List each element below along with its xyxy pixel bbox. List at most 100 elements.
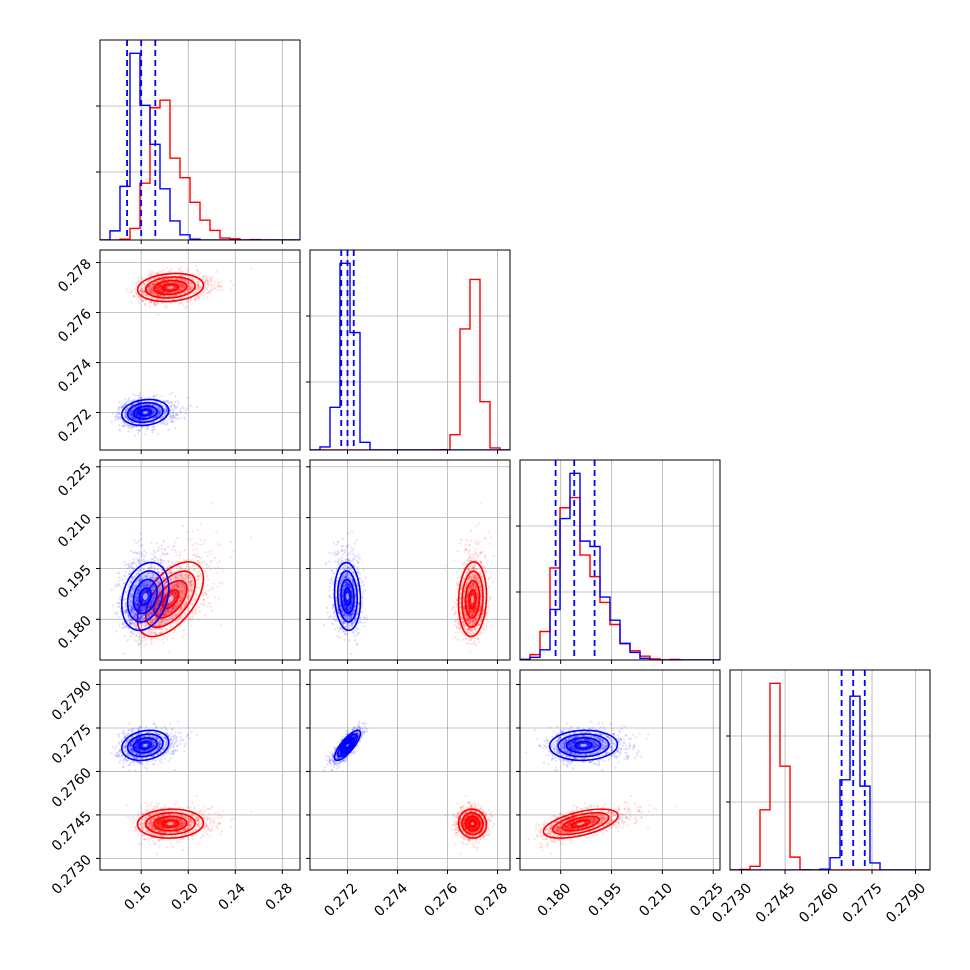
scatter-point	[177, 302, 180, 306]
scatter-point	[177, 401, 180, 405]
scatter-point	[166, 291, 169, 294]
scatter-point	[138, 276, 141, 279]
scatter-point	[219, 544, 222, 547]
contour-line	[136, 272, 205, 303]
scatter-point	[220, 582, 224, 585]
scatter-point	[157, 407, 160, 410]
scatter-point	[158, 280, 161, 283]
scatter-point	[146, 288, 149, 291]
scatter-point	[156, 287, 159, 291]
scatter-point	[176, 413, 179, 417]
scatter-point	[125, 408, 128, 412]
scatter-point	[156, 285, 159, 288]
scatter-point	[130, 412, 133, 415]
scatter-point	[123, 416, 126, 419]
scatter-point	[209, 605, 212, 609]
scatter-point	[180, 284, 183, 287]
scatter-point	[162, 577, 165, 580]
scatter-point	[209, 279, 213, 282]
scatter-point	[204, 281, 207, 284]
scatter-point	[140, 422, 143, 425]
scatter-point	[156, 287, 160, 290]
scatter-point	[162, 282, 166, 285]
scatter-point	[179, 287, 182, 290]
scatter-point	[174, 571, 177, 575]
scatter-point	[150, 291, 153, 294]
scatter-point	[164, 410, 167, 413]
scatter-point	[179, 274, 182, 278]
scatter-point	[118, 400, 121, 404]
scatter-point	[200, 284, 204, 287]
scatter-point	[128, 413, 131, 416]
scatter-point	[197, 618, 200, 621]
scatter-point	[150, 288, 153, 291]
scatter-point	[148, 285, 151, 288]
scatter-point	[179, 274, 182, 277]
scatter-point	[124, 422, 127, 425]
scatter-point	[124, 410, 128, 413]
scatter-point	[156, 272, 159, 275]
scatter-point	[156, 272, 159, 275]
scatter-point	[119, 595, 122, 598]
scatter-point	[190, 558, 194, 561]
scatter-point	[136, 411, 139, 414]
scatter-point	[178, 281, 181, 284]
scatter-point	[167, 545, 170, 549]
scatter-point	[148, 284, 152, 287]
scatter-point	[166, 552, 169, 556]
scatter-point	[179, 411, 182, 414]
scatter-point	[124, 409, 127, 412]
scatter-point	[150, 408, 154, 411]
scatter-point	[135, 410, 138, 413]
scatter-point	[216, 566, 219, 569]
scatter-point	[173, 404, 176, 407]
scatter-point	[133, 638, 137, 642]
scatter-point	[119, 429, 122, 432]
scatter-point	[140, 426, 143, 429]
scatter-point	[181, 405, 184, 409]
scatter-point	[172, 420, 175, 424]
scatter-point	[159, 283, 162, 287]
scatter-point	[144, 283, 147, 286]
scatter-point	[162, 268, 165, 272]
scatter-point	[128, 427, 131, 430]
scatter-point	[157, 289, 160, 292]
scatter-point	[128, 411, 131, 414]
scatter-point	[136, 412, 139, 415]
scatter-point	[160, 422, 163, 425]
scatter-point	[188, 287, 192, 290]
panel-content	[310, 250, 510, 450]
scatter-point	[151, 285, 154, 288]
scatter-point	[199, 543, 202, 546]
scatter-point	[168, 620, 171, 624]
scatter-point	[190, 589, 193, 592]
scatter-point	[171, 615, 174, 618]
scatter-point	[145, 403, 148, 406]
scatter-point	[176, 537, 179, 540]
scatter-point	[169, 591, 173, 594]
scatter-point	[150, 287, 153, 290]
scatter-point	[154, 287, 158, 290]
scatter-point	[164, 282, 168, 285]
scatter-point	[173, 403, 176, 406]
scatter-point	[170, 416, 173, 419]
scatter-point	[178, 267, 181, 270]
scatter-point	[157, 286, 161, 289]
scatter-point	[196, 286, 200, 289]
scatter-point	[197, 284, 200, 287]
scatter-point	[136, 412, 139, 415]
scatter-point	[157, 301, 160, 304]
scatter-point	[196, 566, 200, 569]
scatter-point	[163, 291, 166, 294]
scatter-point	[183, 286, 186, 290]
scatter-point	[191, 272, 194, 276]
scatter-point	[191, 617, 194, 620]
scatter-point	[135, 414, 138, 417]
scatter-point	[166, 291, 169, 295]
scatter-point	[178, 277, 181, 280]
scatter-point	[209, 277, 212, 280]
scatter-point	[146, 427, 149, 430]
scatter-point	[178, 278, 181, 281]
scatter-point	[166, 292, 169, 295]
scatter-point	[158, 285, 161, 288]
